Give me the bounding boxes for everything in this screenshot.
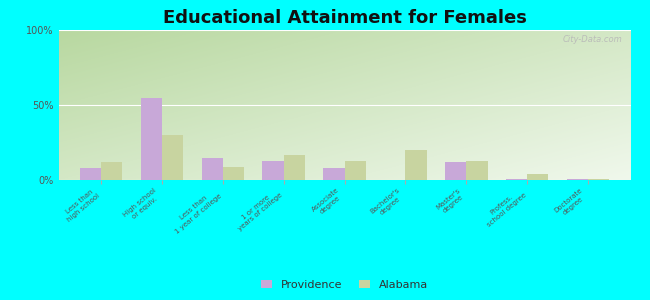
Bar <box>263 160 283 180</box>
Bar <box>162 135 183 180</box>
Bar <box>567 178 588 180</box>
Text: City-Data.com: City-Data.com <box>562 34 622 43</box>
Bar <box>588 178 609 180</box>
Bar <box>406 150 426 180</box>
Bar <box>323 168 345 180</box>
Bar <box>80 168 101 180</box>
Bar <box>445 162 466 180</box>
Bar <box>223 167 244 180</box>
Bar <box>140 98 162 180</box>
Title: Educational Attainment for Females: Educational Attainment for Females <box>162 9 526 27</box>
Bar <box>344 160 366 180</box>
Bar <box>283 154 305 180</box>
Legend: Providence, Alabama: Providence, Alabama <box>256 275 433 294</box>
Bar <box>466 160 488 180</box>
Bar <box>202 158 223 180</box>
Bar <box>506 179 527 180</box>
Bar <box>527 174 549 180</box>
Bar <box>101 162 122 180</box>
